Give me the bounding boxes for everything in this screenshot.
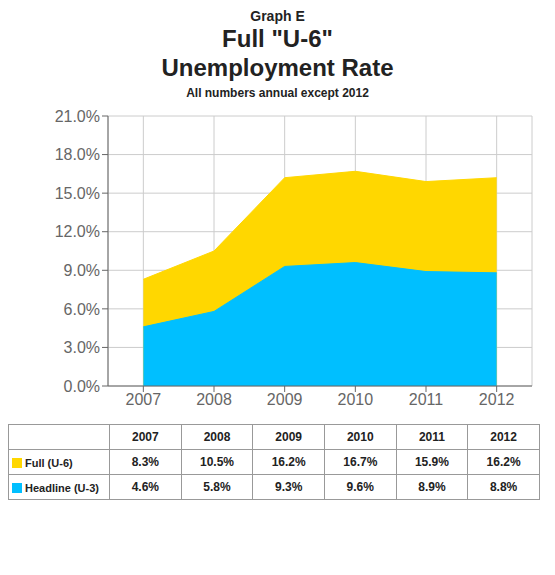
html-text:2012: 2012 [490, 430, 517, 445]
html-text:2011: 2011 [418, 430, 445, 445]
svg-text:2010: 2010 [338, 392, 374, 409]
html-text:9.6%: 9.6% [346, 480, 374, 495]
svg-text:18.0%: 18.0% [55, 147, 100, 164]
svg-text:2012: 2012 [479, 392, 515, 409]
svg-text:6.0%: 6.0% [64, 301, 100, 318]
html-text:All numbers annual except 2012: All numbers annual except 2012 [186, 86, 369, 101]
html-text:5.8%: 5.8% [203, 480, 231, 495]
svg-text:2008: 2008 [196, 392, 232, 409]
html-text:15.9%: 15.9% [414, 455, 449, 470]
html-text:Full (U-6): Full (U-6) [25, 456, 73, 469]
html-text:4.6%: 4.6% [131, 480, 159, 495]
svg-text:15.0%: 15.0% [55, 185, 100, 202]
svg-text:9.0%: 9.0% [64, 262, 100, 279]
html-text:Headline (U-3): Headline (U-3) [25, 481, 99, 494]
html-text:2008: 2008 [203, 430, 231, 445]
html-text:8.3%: 8.3% [131, 455, 159, 470]
html-text:2007: 2007 [132, 430, 159, 445]
svg-text:2009: 2009 [267, 392, 303, 409]
html-text:9.3%: 9.3% [275, 480, 303, 495]
html-text:8.9%: 8.9% [418, 480, 446, 495]
html-text:8.8%: 8.8% [489, 480, 518, 495]
svg-text:0.0%: 0.0% [64, 378, 100, 395]
svg-text:2007: 2007 [126, 392, 162, 409]
html-text:Unemployment Rate: Unemployment Rate [161, 53, 394, 81]
svg-text:3.0%: 3.0% [64, 339, 100, 356]
html-text:Full "U-6": Full "U-6" [222, 24, 333, 52]
html-text:2009: 2009 [275, 430, 302, 445]
html-text:16.2%: 16.2% [486, 455, 521, 470]
html-text:16.2%: 16.2% [271, 455, 306, 470]
html-text:16.7%: 16.7% [343, 455, 378, 470]
svg-text:21.0%: 21.0% [55, 108, 100, 125]
html-text:2010: 2010 [346, 430, 374, 445]
html-text:Graph E: Graph E [250, 8, 305, 24]
svg-text:2011: 2011 [409, 392, 444, 409]
svg-text:12.0%: 12.0% [55, 224, 100, 241]
html-text:10.5%: 10.5% [200, 455, 234, 470]
